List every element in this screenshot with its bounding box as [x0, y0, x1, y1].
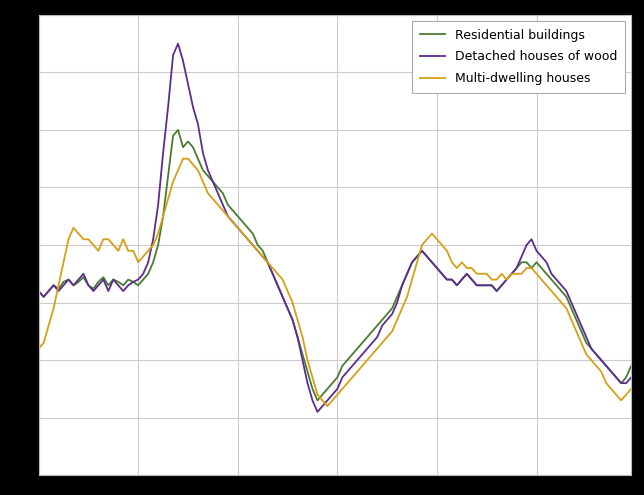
Residential buildings [374, 323, 381, 329]
Multi-dwelling houses [199, 179, 207, 185]
Multi-dwelling houses [618, 397, 625, 403]
Detached houses of wood [453, 282, 460, 288]
Line: Detached houses of wood: Detached houses of wood [39, 44, 631, 412]
Multi-dwelling houses [179, 156, 187, 162]
Multi-dwelling houses [35, 346, 43, 351]
Detached houses of wood [159, 150, 167, 156]
Residential buildings [174, 127, 182, 133]
Residential buildings [159, 213, 167, 219]
Detached houses of wood [374, 334, 381, 340]
Residential buildings [513, 265, 520, 271]
Detached houses of wood [199, 150, 207, 156]
Detached houses of wood [35, 288, 43, 294]
Multi-dwelling houses [159, 213, 167, 219]
Detached houses of wood [174, 41, 182, 47]
Residential buildings [618, 380, 625, 386]
Legend: Residential buildings, Detached houses of wood, Multi-dwelling houses: Residential buildings, Detached houses o… [413, 21, 625, 93]
Residential buildings [35, 288, 43, 294]
Residential buildings [199, 167, 207, 173]
Multi-dwelling houses [453, 265, 460, 271]
Multi-dwelling houses [513, 271, 520, 277]
Residential buildings [314, 397, 321, 403]
Multi-dwelling houses [627, 386, 635, 392]
Residential buildings [453, 282, 460, 288]
Residential buildings [627, 363, 635, 369]
Detached houses of wood [618, 380, 625, 386]
Detached houses of wood [513, 265, 520, 271]
Line: Multi-dwelling houses: Multi-dwelling houses [39, 159, 631, 406]
Detached houses of wood [314, 409, 321, 415]
Multi-dwelling houses [323, 403, 331, 409]
Detached houses of wood [627, 374, 635, 380]
Multi-dwelling houses [374, 346, 381, 351]
Line: Residential buildings: Residential buildings [39, 130, 631, 400]
